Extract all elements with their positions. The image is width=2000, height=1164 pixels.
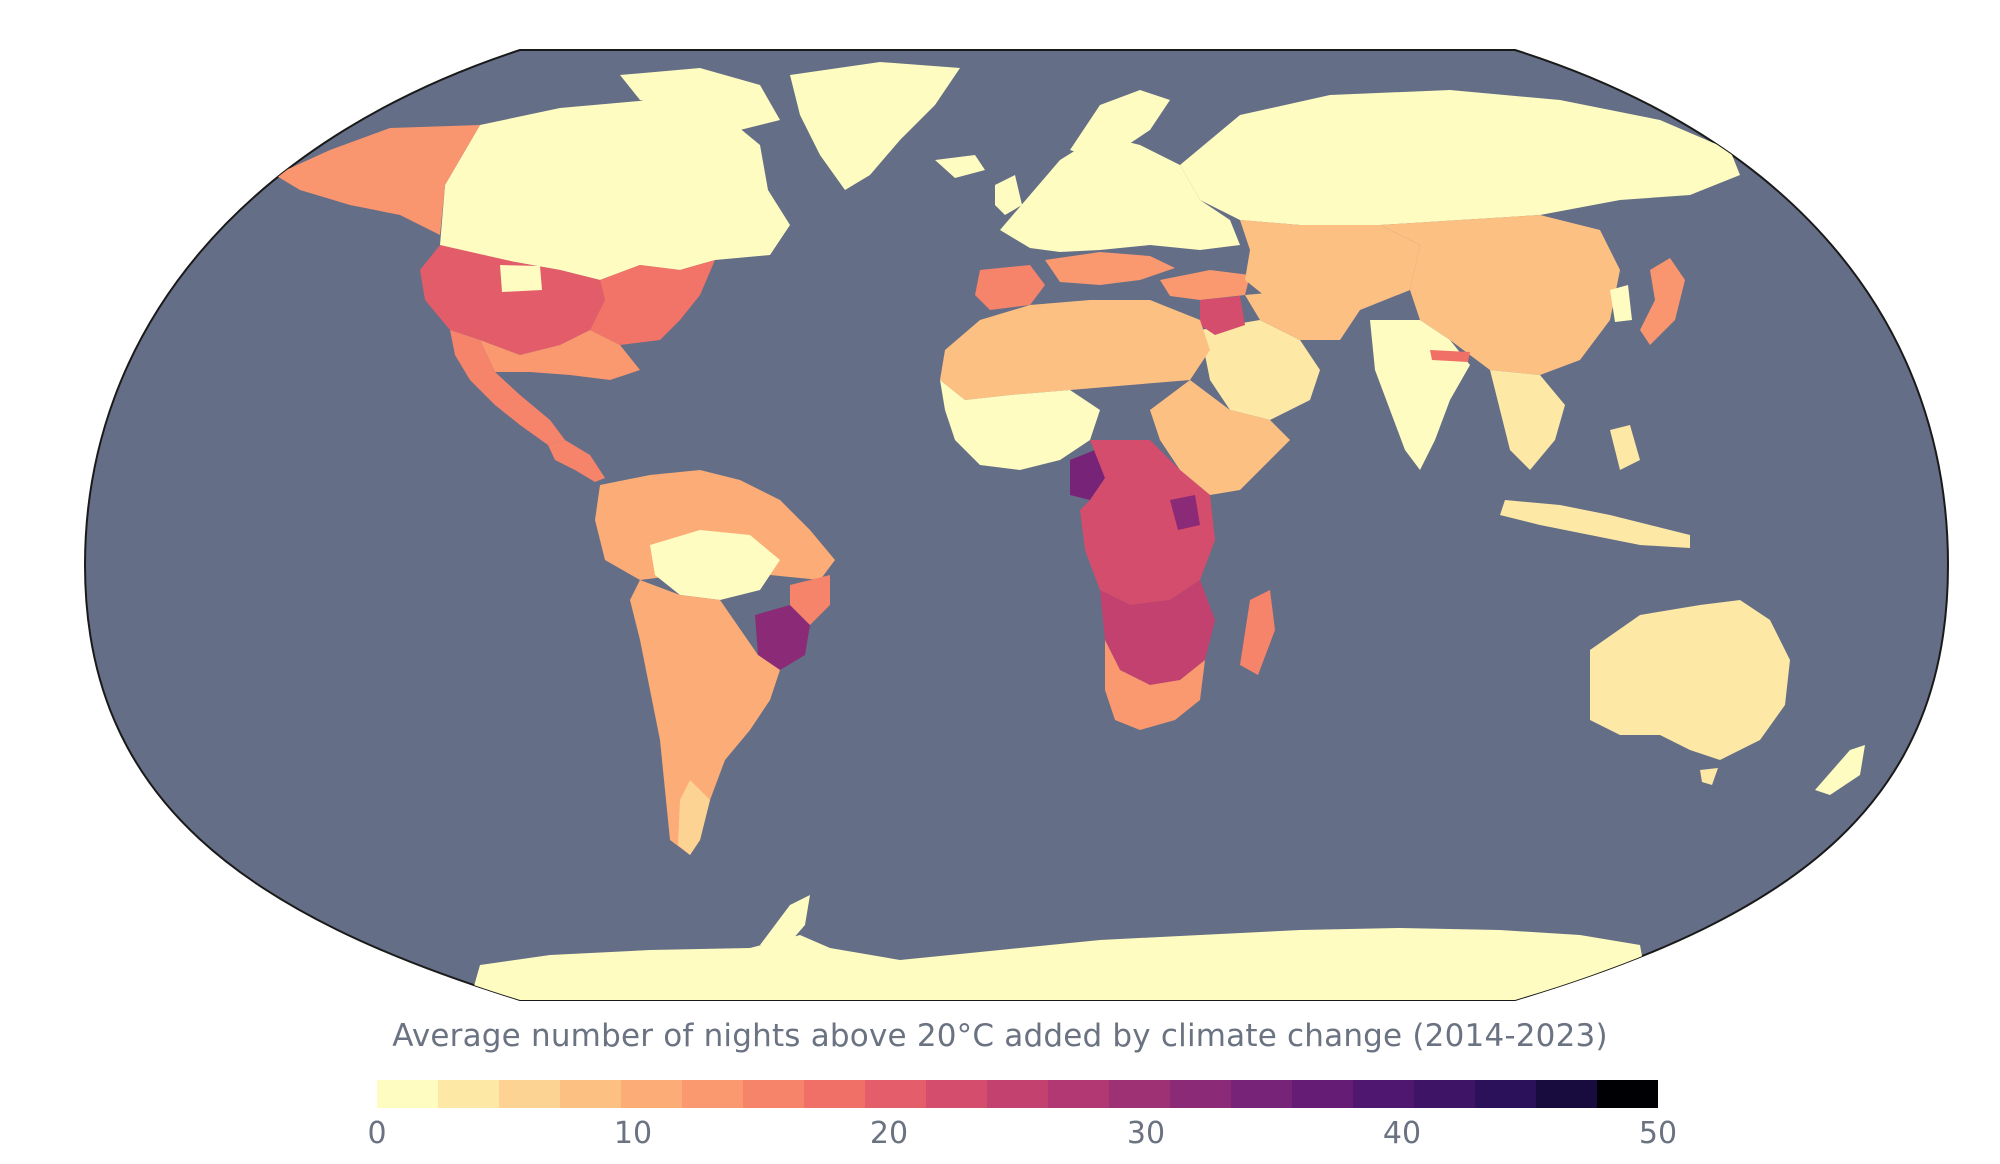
colorbar-swatch — [1292, 1080, 1353, 1108]
region-central-america — [548, 440, 605, 482]
region-great-lakes — [1170, 495, 1200, 530]
colorbar-swatch — [1353, 1080, 1414, 1108]
region-north-africa — [940, 300, 1210, 400]
region-iran — [1245, 290, 1360, 340]
region-arabia — [1200, 320, 1320, 420]
region-mediterranean — [1045, 252, 1175, 285]
colorbar-swatch — [438, 1080, 499, 1108]
region-scandinavia — [1070, 90, 1170, 160]
colorbar-swatch — [743, 1080, 804, 1108]
region-west-africa — [940, 380, 1100, 470]
region-russia-north — [1180, 90, 1740, 225]
colorbar-swatch — [1536, 1080, 1597, 1108]
colorbar-swatch — [865, 1080, 926, 1108]
colorbar-swatch — [1048, 1080, 1109, 1108]
region-cameroon — [1070, 450, 1105, 500]
region-brazil-east — [790, 575, 830, 625]
region-southern-africa — [1100, 580, 1215, 685]
colorbar-swatch — [560, 1080, 621, 1108]
colorbar-tick-50: 50 — [1638, 1116, 1678, 1151]
colorbar — [377, 1080, 1658, 1108]
colorbar-swatch — [377, 1080, 438, 1108]
colorbar-swatch — [1597, 1080, 1658, 1108]
region-himalaya — [1430, 350, 1470, 362]
region-brazil-southeast — [755, 605, 810, 670]
region-south-africa — [1105, 640, 1205, 730]
region-usa-central — [420, 245, 605, 355]
colorbar-swatch — [499, 1080, 560, 1108]
colorbar-swatch — [682, 1080, 743, 1108]
region-antarctic-peninsula — [760, 895, 810, 948]
region-usa-south — [480, 330, 640, 380]
region-amazon — [650, 530, 780, 600]
region-usa-central-cool — [500, 265, 542, 292]
region-indonesia — [1500, 500, 1690, 548]
colorbar-swatch — [987, 1080, 1048, 1108]
colorbar-tick-0: 0 — [367, 1116, 387, 1151]
region-patagonia — [678, 780, 710, 855]
region-uk — [995, 175, 1022, 215]
colorbar-swatch — [1170, 1080, 1231, 1108]
region-canada-islands — [620, 68, 780, 130]
region-iberia — [975, 265, 1045, 310]
region-new-zealand — [1815, 745, 1865, 795]
colorbar-swatch — [926, 1080, 987, 1108]
legend-title: Average number of nights above 20°C adde… — [392, 1018, 1608, 1054]
colorbar-tick-30: 30 — [1126, 1116, 1166, 1151]
region-philippines — [1610, 425, 1640, 470]
region-greenland — [790, 62, 960, 190]
colorbar-tick-40: 40 — [1382, 1116, 1422, 1151]
colorbar-swatch — [1231, 1080, 1292, 1108]
region-china — [1380, 215, 1620, 375]
region-australia — [1590, 600, 1790, 760]
colorbar-swatch — [621, 1080, 682, 1108]
region-antarctica — [470, 928, 1650, 1000]
region-southeast-asia — [1490, 370, 1565, 470]
region-alaska — [275, 125, 480, 235]
region-horn-africa — [1150, 380, 1290, 495]
region-north-america-north — [440, 100, 790, 280]
region-usa-east — [590, 260, 715, 345]
region-korea — [1610, 285, 1632, 322]
region-turkey — [1160, 270, 1250, 300]
colorbar-swatch — [1109, 1080, 1170, 1108]
region-iceland — [935, 155, 985, 178]
colorbar-swatch — [804, 1080, 865, 1108]
region-levant — [1200, 296, 1245, 335]
region-europe — [1000, 135, 1240, 252]
colorbar-tick-20: 20 — [869, 1116, 909, 1151]
region-south-america-south — [630, 580, 780, 855]
region-mexico — [450, 330, 565, 445]
region-madagascar — [1240, 590, 1275, 675]
colorbar-swatch — [1414, 1080, 1475, 1108]
colorbar-swatch — [1475, 1080, 1536, 1108]
colorbar-tick-10: 10 — [613, 1116, 653, 1151]
region-tasmania — [1700, 768, 1718, 785]
region-japan — [1640, 258, 1685, 345]
region-central-africa — [1080, 440, 1215, 605]
